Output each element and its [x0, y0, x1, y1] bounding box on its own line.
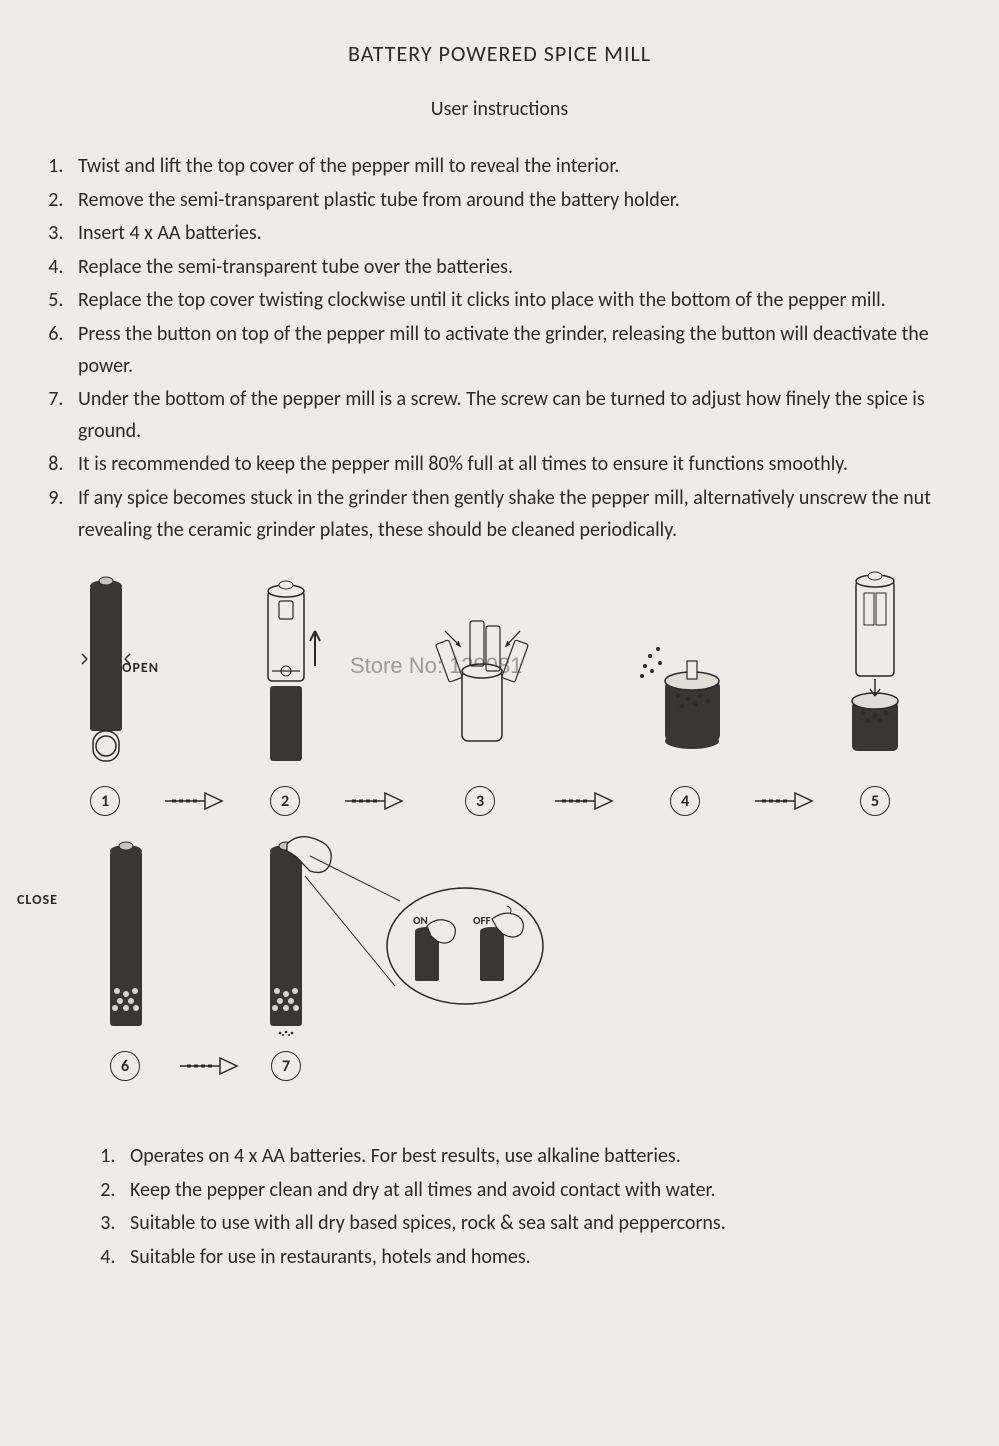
step-number: 4: [670, 786, 700, 816]
diagram-row-2: CLOSE 6: [85, 836, 959, 1081]
instruction-item: Replace the top cover twisting clockwise…: [68, 285, 979, 317]
instruction-item: It is recommended to keep the pepper mil…: [68, 449, 979, 481]
battery-insert-icon: [420, 571, 540, 771]
diagram-step-3: 3: [420, 571, 540, 816]
instructions-list: Twist and lift the top cover of the pepp…: [20, 151, 979, 546]
open-label: OPEN: [122, 659, 159, 676]
note-item: Suitable for use in restaurants, hotels …: [120, 1242, 979, 1274]
notes-list: Operates on 4 x AA batteries. For best r…: [20, 1141, 979, 1273]
diagram-step-5: 5: [830, 571, 920, 816]
diagram-step-7: ON OFF 7: [255, 836, 555, 1081]
note-item: Operates on 4 x AA batteries. For best r…: [120, 1141, 979, 1173]
instruction-item: Under the bottom of the pepper mill is a…: [68, 384, 979, 447]
mill-close-icon: [85, 836, 165, 1036]
note-item: Suitable to use with all dry based spice…: [120, 1208, 979, 1240]
step-number: 3: [465, 786, 495, 816]
diagram-step-2: 2: [240, 571, 330, 816]
arrow-icon: [750, 786, 820, 816]
step-number: 7: [271, 1051, 301, 1081]
mill-lift-icon: [240, 571, 330, 771]
note-item: Keep the pepper clean and dry at all tim…: [120, 1175, 979, 1207]
diagram-step-1: OPEN 1: [60, 571, 150, 816]
instruction-item: Twist and lift the top cover of the pepp…: [68, 151, 979, 183]
reassemble-icon: [830, 571, 920, 771]
off-label: OFF: [473, 914, 491, 927]
close-label: CLOSE: [17, 891, 58, 908]
arrow-icon: [160, 786, 230, 816]
instruction-item: Replace the semi-transparent tube over t…: [68, 252, 979, 284]
arrow-icon: [175, 1051, 245, 1081]
diagram-row-1: OPEN 1 2: [60, 571, 959, 816]
fill-spice-icon: [630, 571, 740, 771]
instruction-item: Remove the semi-transparent plastic tube…: [68, 185, 979, 217]
step-number: 1: [90, 786, 120, 816]
on-label: ON: [413, 914, 428, 927]
arrow-icon: [340, 786, 410, 816]
step-number: 2: [270, 786, 300, 816]
diagram-area: OPEN 1 2: [60, 571, 959, 1081]
diagram-step-4: 4: [630, 571, 740, 816]
step-number: 6: [110, 1051, 140, 1081]
document-subtitle: User instructions: [20, 97, 979, 121]
instruction-item: Press the button on top of the pepper mi…: [68, 319, 979, 382]
mill-press-icon: [255, 836, 555, 1036]
step-number: 5: [860, 786, 890, 816]
document-title: BATTERY POWERED SPICE MILL: [20, 40, 979, 67]
arrow-icon: [550, 786, 620, 816]
diagram-step-6: CLOSE 6: [85, 836, 165, 1081]
instruction-item: Insert 4 x AA batteries.: [68, 218, 979, 250]
instruction-item: If any spice becomes stuck in the grinde…: [68, 483, 979, 546]
